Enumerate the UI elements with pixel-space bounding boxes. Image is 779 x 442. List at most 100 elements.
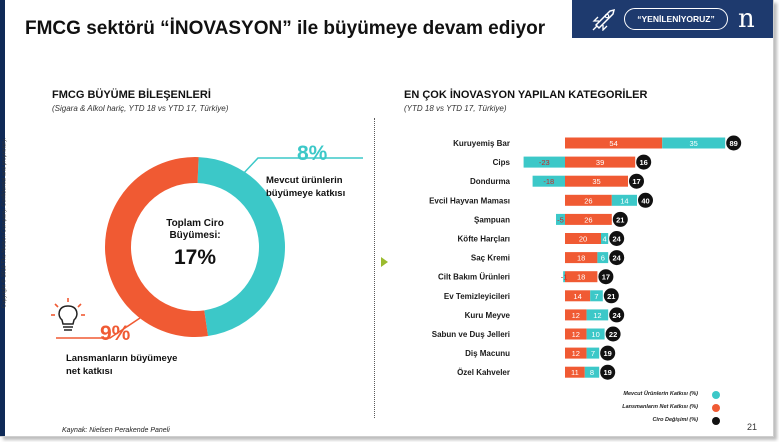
bar-launches — [565, 137, 663, 149]
bar-existing-value: 4 — [603, 235, 607, 244]
page-title: FMCG sektörü “İNOVASYON” ile büyümeye de… — [25, 18, 546, 39]
bar-existing-value: 14 — [620, 196, 628, 205]
total-value: 17 — [632, 177, 640, 186]
category-label: Saç Kremi — [471, 254, 510, 263]
total-marker — [609, 231, 625, 246]
total-value: 19 — [604, 349, 612, 358]
total-value: 24 — [613, 254, 622, 263]
header-band — [572, 0, 773, 38]
total-marker — [609, 250, 625, 266]
bar-launches — [565, 252, 598, 264]
bar-launches-value: 18 — [577, 254, 585, 263]
total-marker — [600, 345, 616, 361]
category-label: Cips — [493, 158, 511, 167]
total-marker — [609, 307, 625, 323]
bar-launches — [565, 328, 587, 340]
total-value: 24 — [613, 235, 622, 244]
bar-launches-value: 12 — [572, 349, 580, 358]
bar-existing — [556, 213, 565, 225]
bar-existing — [662, 137, 726, 149]
legend-launches-dot — [712, 404, 720, 412]
category-label: Cilt Bakım Ürünleri — [438, 273, 510, 282]
category-label: Diş Macunu — [465, 349, 510, 358]
total-value: 16 — [640, 158, 648, 167]
left-heading: FMCG BÜYÜME BİLEŞENLERİ — [52, 89, 211, 101]
bar-existing — [563, 271, 565, 283]
bar-existing — [532, 175, 565, 187]
total-marker — [600, 364, 616, 380]
bar-existing-value: 12 — [593, 311, 601, 320]
right-heading: EN ÇOK İNOVASYON YAPILAN KATEGORİLER — [404, 89, 648, 101]
bar-launches — [565, 347, 587, 359]
bar-launches — [565, 175, 628, 187]
category-label: Ev Temizleyicileri — [444, 292, 510, 301]
category-label: Kuruyemiş Bar — [453, 139, 510, 148]
total-marker — [638, 192, 653, 208]
bar-existing-value: 8 — [590, 368, 594, 377]
bar-existing — [590, 290, 603, 302]
bar-existing-value: 7 — [594, 292, 598, 301]
total-value: 19 — [604, 368, 612, 377]
existing-products-percent: 8% — [297, 142, 328, 165]
bar-launches — [565, 309, 587, 321]
total-value: 22 — [609, 330, 617, 339]
bar-launches — [565, 233, 601, 244]
bar-existing-value: -5 — [557, 215, 564, 224]
total-value: 89 — [730, 139, 738, 148]
bar-launches — [565, 290, 591, 302]
bar-launches-value: 26 — [584, 215, 592, 224]
nielsen-logo: n — [738, 4, 755, 34]
left-subheading: (Sigara & Alkol hariç, YTD 18 vs YTD 17,… — [52, 104, 229, 113]
page-number: 21 — [747, 422, 758, 432]
total-marker — [605, 326, 621, 342]
legend-total-dot — [712, 417, 720, 425]
triangle-arrow-icon — [381, 257, 388, 267]
category-label: Dondurma — [470, 177, 511, 186]
total-value: 24 — [613, 311, 622, 320]
bar-launches-value: 20 — [579, 235, 587, 244]
bar-launches-value: 35 — [592, 177, 600, 186]
right-subheading: (YTD 18 vs YTD 17, Türkiye) — [404, 104, 507, 113]
bar-existing — [586, 347, 600, 359]
bar-existing — [586, 328, 605, 340]
lightbulb-icon — [51, 298, 85, 331]
bar-launches-value: 54 — [609, 139, 617, 148]
category-label: Şampuan — [474, 215, 510, 224]
legend-launches: Lansmanların Net Katkısı (%) — [622, 404, 698, 410]
total-value: 21 — [607, 292, 615, 301]
bar-launches-value: 14 — [573, 292, 581, 301]
side-bar — [0, 0, 5, 436]
bar-launches — [565, 271, 598, 283]
bar-existing-value: -18 — [543, 177, 554, 186]
total-marker — [598, 269, 614, 285]
bar-existing — [523, 156, 565, 168]
launches-percent: 9% — [100, 322, 131, 345]
bar-existing — [597, 252, 609, 264]
donut-center-value: 17% — [173, 246, 217, 269]
donut-center-label: Toplam Ciro Büyümesi: — [166, 218, 224, 241]
legend-existing-dot — [712, 391, 720, 399]
source-note: Kaynak: Nielsen Perakende Paneli — [62, 427, 170, 434]
total-marker — [603, 288, 619, 304]
bar-launches-value: 39 — [596, 158, 604, 167]
category-label: Köfte Harçları — [458, 235, 510, 244]
category-label: Kuru Meyve — [465, 311, 511, 320]
total-value: 40 — [641, 196, 649, 205]
bar-existing-value: 10 — [591, 330, 599, 339]
existing-products-label: Mevcut ürünlerin büyümeye katkısı — [266, 175, 346, 199]
legend-total: Ciro Değişimi (%) — [652, 417, 698, 423]
bar-launches — [565, 194, 612, 206]
bar-launches-value: 12 — [572, 311, 580, 320]
bar-existing-value: 7 — [591, 349, 595, 358]
category-label: Özel Kahveler — [457, 368, 510, 377]
bar-existing — [601, 233, 609, 244]
total-value: 21 — [616, 215, 624, 224]
bar-launches-value: 26 — [584, 196, 592, 205]
bar-existing-value: 35 — [690, 139, 698, 148]
bar-launches-value: 11 — [571, 368, 579, 377]
rocket-icon — [592, 8, 616, 31]
total-marker — [629, 173, 644, 189]
category-label: Evcil Hayvan Maması — [429, 196, 510, 205]
